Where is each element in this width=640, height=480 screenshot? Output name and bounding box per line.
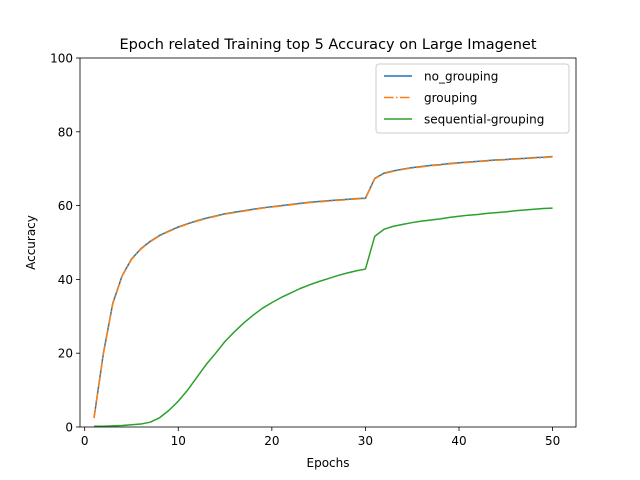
y-axis-label: Accuracy (24, 215, 38, 270)
x-tick-label: 0 (81, 434, 89, 448)
x-tick-label: 40 (451, 434, 466, 448)
y-tick-label: 80 (58, 125, 73, 139)
legend-label: grouping (424, 91, 477, 105)
chart-title: Epoch related Training top 5 Accuracy on… (119, 37, 536, 53)
y-axis-ticks: 0 20 40 60 80 100 (50, 52, 80, 435)
legend-box (375, 63, 570, 134)
x-tick-label: 20 (264, 434, 279, 448)
x-tick-label: 30 (358, 434, 373, 448)
series-line-grouping (93, 156, 553, 419)
y-tick-label: 0 (65, 421, 73, 435)
legend-label: no_grouping (424, 70, 498, 84)
x-tick-label: 50 (545, 434, 560, 448)
series-layer (93, 155, 553, 428)
y-tick-label: 100 (50, 52, 73, 66)
legend: no_grouping grouping sequential-grouping (375, 63, 570, 134)
x-axis-ticks: 0 10 20 30 40 50 (81, 427, 560, 448)
y-tick-label: 40 (58, 273, 73, 287)
y-tick-label: 20 (58, 347, 73, 361)
x-tick-label: 10 (171, 434, 186, 448)
axes-frame (79, 57, 577, 428)
x-axis-label: Epochs (307, 456, 350, 470)
y-tick-label: 60 (58, 199, 73, 213)
legend-label: sequential-grouping (424, 113, 544, 127)
series-line-sequential-grouping (94, 207, 553, 428)
